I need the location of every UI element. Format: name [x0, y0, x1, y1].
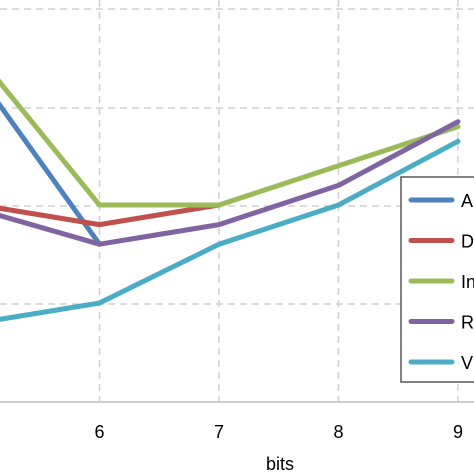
x-tick-label: 7: [214, 422, 224, 442]
x-axis-title: bits: [266, 454, 294, 474]
x-tick-label: 8: [333, 422, 343, 442]
series-line-in: [0, 78, 461, 208]
x-tick-labels: 6 7 8 9: [94, 422, 463, 442]
legend-label-r: R: [461, 313, 474, 333]
legend-label-a: A: [461, 191, 473, 211]
grid: [0, 0, 474, 403]
legend-label-v: V: [461, 353, 473, 373]
legend: A D In RV: [400, 176, 474, 383]
series-line-d: [0, 202, 222, 228]
x-tick-label: 9: [453, 422, 463, 442]
series-line-a: [0, 101, 102, 247]
series-line-r: [0, 119, 461, 247]
x-tick-label: 6: [94, 422, 104, 442]
legend-label-in: In: [461, 272, 474, 292]
series-line-v: [0, 138, 461, 322]
legend-label-d: D: [461, 232, 474, 252]
series-lines: [0, 78, 461, 322]
